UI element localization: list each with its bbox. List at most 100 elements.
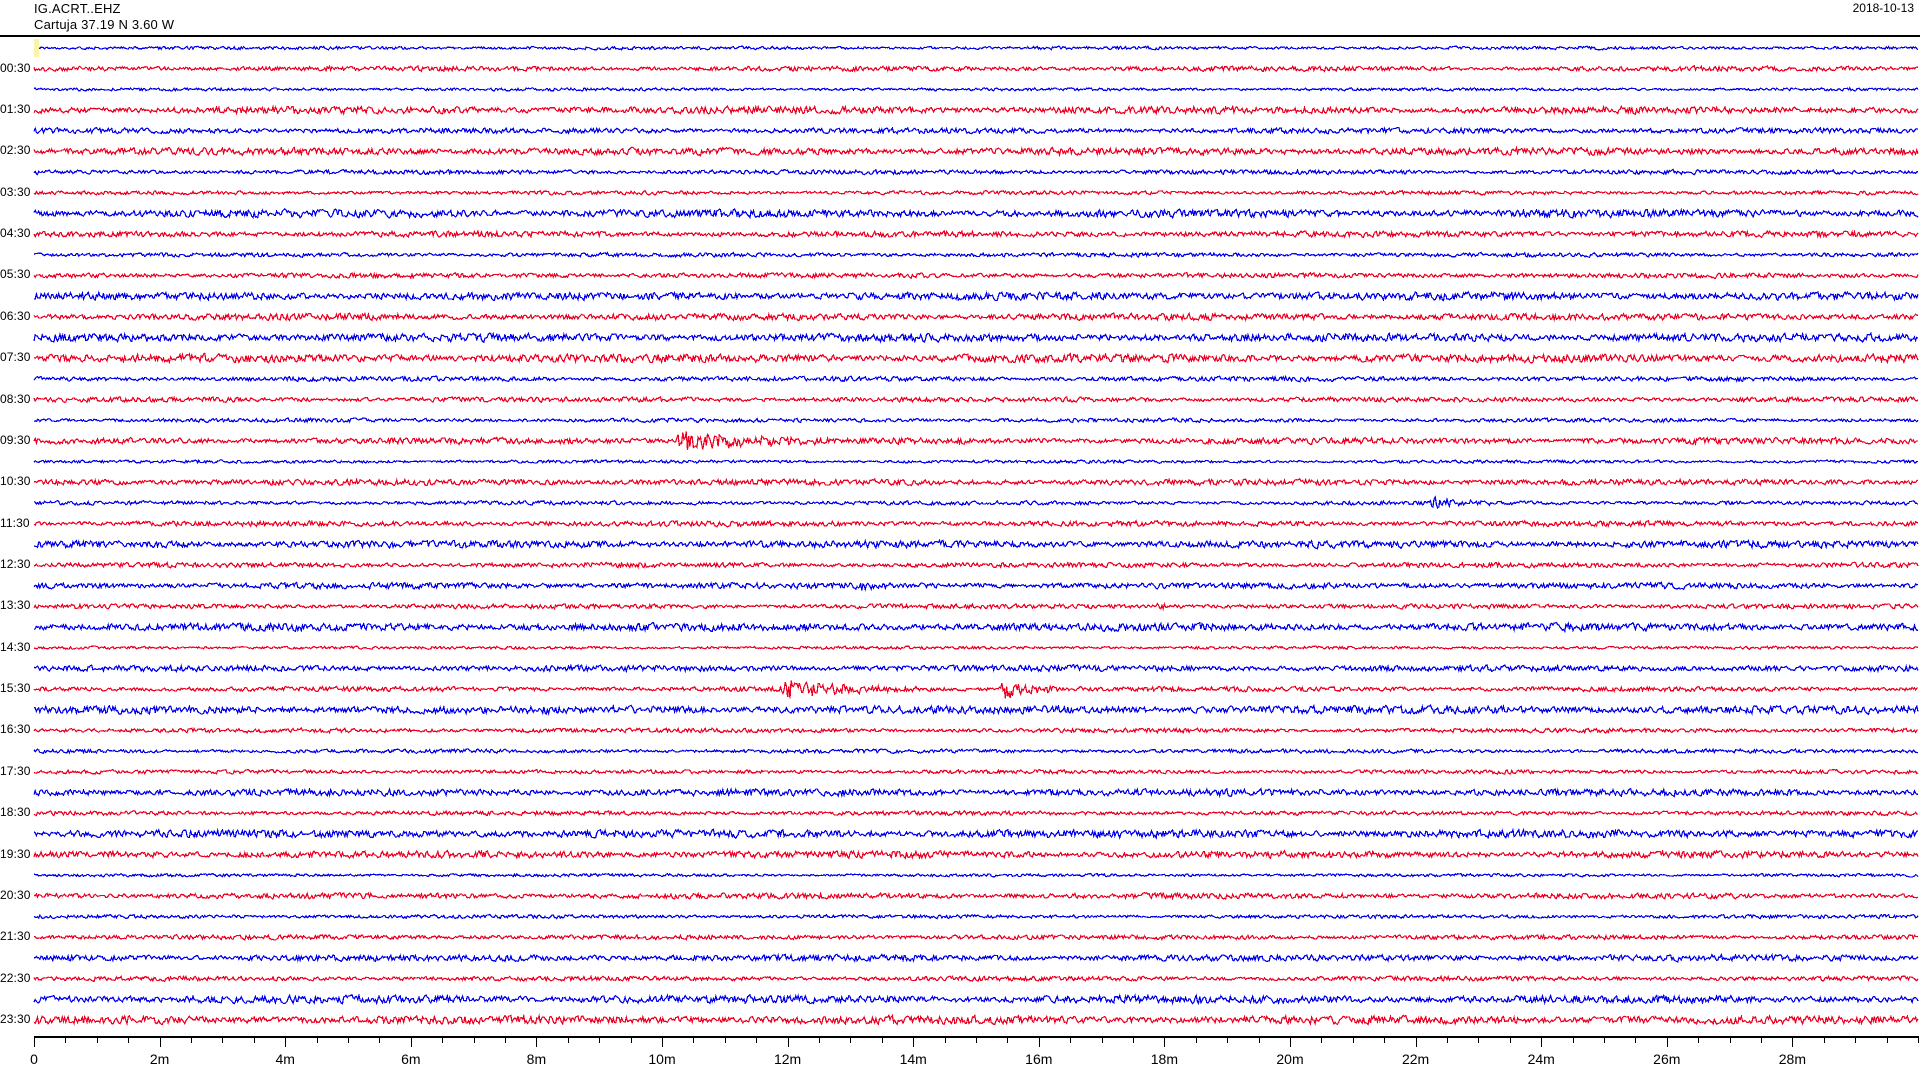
axis-tick-minor bbox=[976, 1036, 977, 1043]
axis-tick-major bbox=[410, 1036, 412, 1047]
row-time-label: 00:30 bbox=[0, 60, 31, 75]
row-time-label: 07:30 bbox=[0, 350, 31, 365]
axis-tick-label: 16m bbox=[1025, 1051, 1053, 1067]
trace-row bbox=[33, 913, 1919, 920]
header-divider bbox=[0, 35, 1920, 37]
axis-tick-minor bbox=[505, 1036, 506, 1043]
trace-row bbox=[33, 538, 1919, 550]
trace-row bbox=[33, 207, 1919, 220]
axis-tick-minor bbox=[316, 1036, 318, 1043]
axis-tick-minor bbox=[1635, 1036, 1637, 1043]
row-time-label: 11:30 bbox=[0, 515, 30, 530]
time-axis: 0 2m 4m 6m 8m 10m 12m 14m 16m 18m 20m 22m 24m 26m 28m bbox=[0, 1028, 1920, 1080]
trace-row bbox=[33, 311, 1919, 323]
axis-tick-minor bbox=[96, 1036, 98, 1043]
row-time-label: 06:30 bbox=[0, 308, 31, 323]
trace-row bbox=[33, 351, 1919, 365]
axis-tick-minor bbox=[724, 1036, 726, 1043]
axis-tick-label: 4m bbox=[275, 1051, 295, 1067]
seismogram-traces bbox=[33, 45, 1919, 1027]
axis-tick-minor bbox=[1698, 1036, 1700, 1043]
trace-row bbox=[33, 168, 1919, 176]
trace-row bbox=[33, 104, 1919, 116]
axis-tick-minor bbox=[1007, 1036, 1009, 1043]
axis-tick-minor bbox=[1478, 1036, 1480, 1043]
axis-tick-major bbox=[536, 1036, 538, 1047]
trace-row bbox=[33, 952, 1919, 963]
axis-tick-label: 26m bbox=[1653, 1051, 1681, 1067]
axis-tick-major bbox=[1290, 1036, 1291, 1047]
row-time-label: 14:30 bbox=[0, 639, 31, 654]
row-time-label: 21:30 bbox=[0, 929, 31, 944]
axis-tick-minor bbox=[1823, 1036, 1825, 1043]
row-time-label: 18:30 bbox=[0, 805, 31, 820]
trace-row bbox=[33, 126, 1919, 135]
row-time-label: 17:30 bbox=[0, 763, 31, 778]
row-time-label: 23:30 bbox=[0, 1011, 31, 1026]
axis-tick-minor bbox=[881, 1036, 883, 1043]
row-time-label: 01:30 bbox=[0, 102, 31, 117]
axis-tick-minor bbox=[567, 1036, 569, 1043]
axis-tick-minor bbox=[1761, 1036, 1762, 1043]
trace-row bbox=[33, 827, 1919, 840]
trace-row bbox=[33, 809, 1919, 817]
axis-tick-minor bbox=[1604, 1036, 1605, 1043]
row-time-label: 20:30 bbox=[0, 887, 31, 902]
trace-row bbox=[33, 621, 1919, 633]
trace-row bbox=[33, 787, 1919, 798]
record-start-marker bbox=[34, 39, 39, 57]
trace-row bbox=[33, 395, 1919, 404]
axis-tick-minor bbox=[1886, 1036, 1888, 1043]
axis-tick-minor bbox=[473, 1036, 475, 1043]
axis-tick-major bbox=[1415, 1036, 1417, 1047]
trace-row bbox=[33, 229, 1919, 239]
row-time-label: 04:30 bbox=[0, 226, 31, 241]
trace-row bbox=[33, 431, 1919, 451]
axis-tick-minor bbox=[1918, 1036, 1919, 1043]
trace-row bbox=[33, 86, 1919, 92]
axis-tick-major bbox=[159, 1036, 161, 1047]
axis-tick-minor bbox=[693, 1036, 695, 1043]
axis-tick-label: 24m bbox=[1527, 1051, 1555, 1067]
axis-tick-minor bbox=[128, 1036, 130, 1043]
trace-row bbox=[33, 992, 1919, 1006]
trace-row bbox=[33, 290, 1919, 302]
axis-tick-major bbox=[787, 1036, 789, 1047]
trace-row bbox=[33, 331, 1919, 344]
axis-tick-minor bbox=[1509, 1036, 1511, 1043]
trace-row bbox=[33, 726, 1919, 735]
axis-tick-minor bbox=[630, 1036, 632, 1043]
axis-tick-minor bbox=[379, 1036, 381, 1043]
axis-tick-label: 2m bbox=[149, 1051, 170, 1067]
trace-row bbox=[33, 145, 1919, 158]
axis-tick-minor bbox=[1321, 1036, 1323, 1043]
trace-row bbox=[33, 189, 1919, 197]
axis-tick-label: 14m bbox=[899, 1051, 927, 1067]
axis-tick-minor bbox=[1729, 1036, 1731, 1043]
row-time-label: 22:30 bbox=[0, 970, 31, 985]
axis-tick-major bbox=[1666, 1036, 1668, 1047]
row-time-label: 13:30 bbox=[0, 598, 31, 613]
trace-row bbox=[33, 374, 1919, 383]
axis-tick-minor bbox=[1572, 1036, 1574, 1043]
trace-row bbox=[33, 747, 1919, 755]
station-code: IG.ACRT..EHZ bbox=[34, 1, 121, 16]
axis-tick-label: 0 bbox=[30, 1051, 38, 1067]
trace-row bbox=[33, 891, 1919, 901]
trace-row bbox=[33, 663, 1919, 674]
axis-tick-minor bbox=[442, 1036, 444, 1043]
trace-row bbox=[33, 251, 1919, 259]
trace-row bbox=[33, 271, 1919, 280]
row-time-label: 09:30 bbox=[0, 432, 31, 447]
trace-row bbox=[33, 477, 1919, 487]
axis-tick-minor bbox=[1101, 1036, 1103, 1043]
trace-row bbox=[33, 872, 1919, 878]
axis-tick-major bbox=[34, 1036, 35, 1047]
axis-tick-minor bbox=[599, 1036, 601, 1043]
axis-tick-major bbox=[662, 1036, 663, 1047]
axis-tick-major bbox=[1792, 1036, 1794, 1047]
axis-tick-label: 22m bbox=[1401, 1051, 1430, 1067]
trace-row bbox=[33, 703, 1919, 716]
axis-tick-label: 6m bbox=[401, 1051, 421, 1067]
